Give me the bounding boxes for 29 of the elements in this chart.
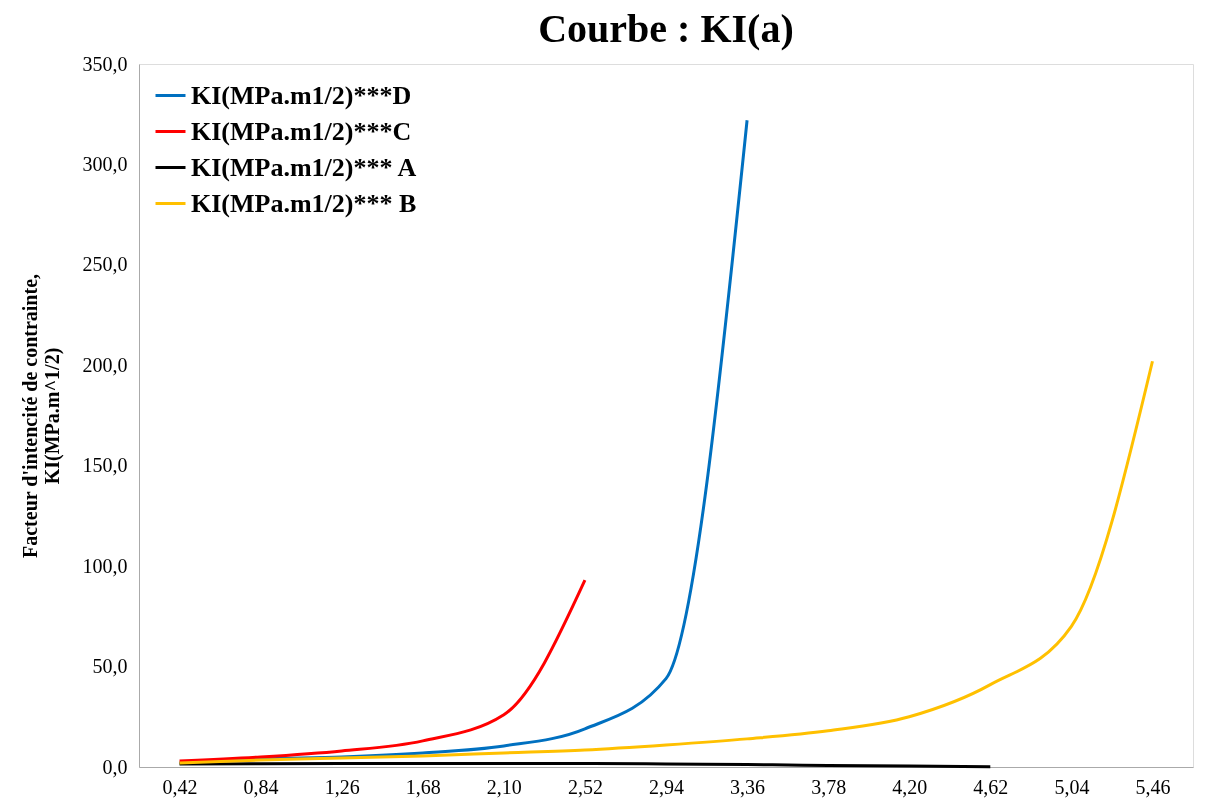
y-tick-label: 50,0 xyxy=(92,655,128,678)
line-series xyxy=(178,578,587,763)
y-tick-label: 250,0 xyxy=(82,253,128,276)
legend-label: KI(MPa.m1/2)***C xyxy=(191,116,412,146)
x-tick-label: 5,46 xyxy=(1135,775,1171,798)
legend-label: KI(MPa.m1/2)***D xyxy=(191,80,412,110)
x-tick-label: 0,84 xyxy=(243,775,279,798)
x-tick-label: 1,26 xyxy=(324,775,360,798)
y-tick-label: 300,0 xyxy=(82,152,128,175)
y-tick-label: 150,0 xyxy=(82,454,128,477)
x-tick-label: 1,68 xyxy=(405,775,441,798)
x-tick-label: 3,36 xyxy=(730,775,766,798)
y-tick-label: 350,0 xyxy=(82,52,128,75)
x-tick-label: 2,52 xyxy=(567,775,603,798)
legend-label: KI(MPa.m1/2)*** B xyxy=(191,188,417,218)
y-tick-label: 200,0 xyxy=(82,353,128,376)
x-tick-label: 2,94 xyxy=(649,775,684,798)
line-series xyxy=(178,359,1154,765)
y-tick-label: 0,0 xyxy=(102,755,128,778)
y-tick-label: 100,0 xyxy=(82,554,128,577)
x-tick-label: 0,42 xyxy=(162,775,198,798)
x-tick-label: 2,10 xyxy=(486,775,522,798)
x-tick-label: 5,04 xyxy=(1054,775,1090,798)
legend-label: KI(MPa.m1/2)*** A xyxy=(191,152,417,182)
x-tick-label: 4,62 xyxy=(973,775,1009,798)
y-axis-title: Facteur d'intencité de contrainte, KI(MPa.m^1/2) xyxy=(18,273,64,559)
chart-title: Courbe : KI(a) xyxy=(538,6,794,51)
x-tick-label: 4,20 xyxy=(892,775,928,798)
x-tick-label: 3,78 xyxy=(811,775,847,798)
